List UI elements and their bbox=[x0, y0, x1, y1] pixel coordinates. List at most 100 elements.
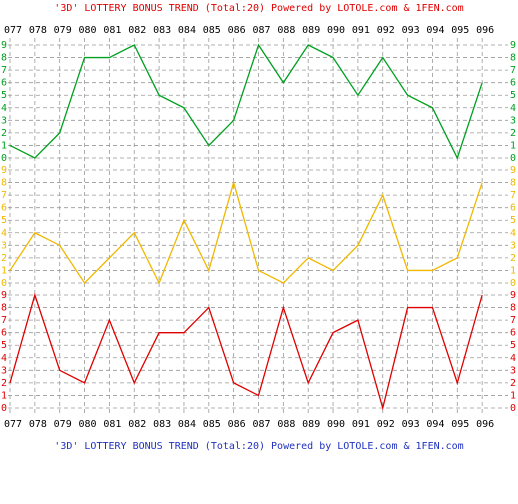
y-tick-label: 7 bbox=[510, 315, 516, 326]
x-tick-label: 092 bbox=[377, 419, 395, 430]
x-tick-label: 084 bbox=[178, 25, 196, 36]
x-tick-label: 087 bbox=[252, 419, 270, 430]
x-tick-label: 092 bbox=[377, 25, 395, 36]
y-tick-label: 5 bbox=[1, 340, 7, 351]
x-tick-label: 078 bbox=[29, 419, 47, 430]
y-tick-label: 0 bbox=[510, 278, 516, 289]
y-tick-label: 9 bbox=[510, 40, 516, 51]
y-tick-label: 5 bbox=[510, 215, 516, 226]
x-tick-label: 096 bbox=[476, 419, 494, 430]
y-tick-label: 8 bbox=[510, 303, 516, 314]
x-tick-label: 089 bbox=[302, 25, 320, 36]
x-tick-label: 087 bbox=[252, 25, 270, 36]
x-tick-label: 081 bbox=[103, 419, 121, 430]
y-tick-label: 7 bbox=[510, 190, 516, 201]
x-tick-label: 088 bbox=[277, 25, 295, 36]
y-tick-label: 0 bbox=[510, 403, 516, 414]
x-tick-label: 091 bbox=[352, 25, 370, 36]
x-tick-label: 093 bbox=[402, 25, 420, 36]
x-tick-label: 091 bbox=[352, 419, 370, 430]
x-tick-label: 090 bbox=[327, 25, 345, 36]
y-tick-label: 0 bbox=[1, 153, 7, 164]
y-tick-label: 1 bbox=[510, 390, 516, 401]
x-tick-label: 086 bbox=[228, 419, 246, 430]
y-tick-label: 1 bbox=[1, 140, 7, 151]
x-tick-label: 085 bbox=[203, 419, 221, 430]
x-tick-label: 080 bbox=[79, 25, 97, 36]
y-tick-label: 0 bbox=[510, 153, 516, 164]
x-tick-label: 094 bbox=[426, 25, 444, 36]
y-tick-label: 4 bbox=[510, 103, 516, 114]
x-tick-label: 089 bbox=[302, 419, 320, 430]
y-tick-label: 4 bbox=[510, 228, 516, 239]
y-tick-label: 9 bbox=[1, 40, 7, 51]
x-tick-label: 085 bbox=[203, 25, 221, 36]
y-tick-label: 0 bbox=[1, 278, 7, 289]
y-tick-label: 6 bbox=[510, 203, 516, 214]
x-tick-label: 083 bbox=[153, 25, 171, 36]
y-tick-label: 8 bbox=[1, 303, 7, 314]
y-tick-label: 1 bbox=[510, 140, 516, 151]
x-tick-label: 095 bbox=[451, 25, 469, 36]
y-tick-label: 5 bbox=[1, 215, 7, 226]
y-tick-label: 1 bbox=[1, 265, 7, 276]
y-tick-label: 3 bbox=[1, 115, 7, 126]
x-tick-label: 077 bbox=[4, 25, 22, 36]
y-tick-label: 6 bbox=[1, 78, 7, 89]
y-tick-label: 2 bbox=[1, 128, 7, 139]
x-tick-label: 082 bbox=[128, 419, 146, 430]
x-tick-label: 082 bbox=[128, 25, 146, 36]
y-tick-label: 8 bbox=[1, 178, 7, 189]
y-tick-label: 5 bbox=[510, 90, 516, 101]
x-tick-label: 078 bbox=[29, 25, 47, 36]
y-tick-label: 7 bbox=[510, 65, 516, 76]
y-tick-label: 3 bbox=[510, 365, 516, 376]
x-tick-label: 086 bbox=[228, 25, 246, 36]
y-tick-label: 1 bbox=[510, 265, 516, 276]
trend-line bbox=[9, 180, 483, 285]
chart-footer-title: '3D' LOTTERY BONUS TREND (Total:20) Powe… bbox=[54, 441, 463, 452]
y-tick-label: 7 bbox=[1, 65, 7, 76]
y-tick-label: 9 bbox=[1, 165, 7, 176]
x-tick-label: 077 bbox=[4, 419, 22, 430]
x-tick-label: 081 bbox=[103, 25, 121, 36]
y-tick-label: 3 bbox=[510, 240, 516, 251]
y-tick-label: 6 bbox=[510, 328, 516, 339]
y-tick-label: 9 bbox=[510, 165, 516, 176]
y-tick-label: 8 bbox=[510, 178, 516, 189]
y-tick-label: 6 bbox=[1, 203, 7, 214]
y-tick-label: 7 bbox=[1, 190, 7, 201]
y-tick-label: 2 bbox=[1, 253, 7, 264]
y-tick-label: 1 bbox=[1, 390, 7, 401]
x-tick-label: 080 bbox=[79, 419, 97, 430]
trend-line bbox=[9, 43, 483, 160]
x-tick-label: 094 bbox=[426, 419, 444, 430]
x-tick-label: 096 bbox=[476, 25, 494, 36]
chart-title: '3D' LOTTERY BONUS TREND (Total:20) Powe… bbox=[54, 3, 463, 14]
y-tick-label: 2 bbox=[1, 378, 7, 389]
x-tick-label: 093 bbox=[402, 419, 420, 430]
y-tick-label: 8 bbox=[510, 53, 516, 64]
x-tick-label: 079 bbox=[54, 419, 72, 430]
x-tick-label: 090 bbox=[327, 419, 345, 430]
x-tick-label: 083 bbox=[153, 419, 171, 430]
y-tick-label: 3 bbox=[1, 365, 7, 376]
y-tick-label: 9 bbox=[1, 290, 7, 301]
x-tick-label: 084 bbox=[178, 419, 196, 430]
y-tick-label: 4 bbox=[510, 353, 516, 364]
y-tick-label: 3 bbox=[510, 115, 516, 126]
y-tick-label: 5 bbox=[1, 90, 7, 101]
y-tick-label: 9 bbox=[510, 290, 516, 301]
y-tick-label: 4 bbox=[1, 228, 7, 239]
x-tick-label: 095 bbox=[451, 419, 469, 430]
x-tick-label: 088 bbox=[277, 419, 295, 430]
y-tick-label: 2 bbox=[510, 128, 516, 139]
y-tick-label: 2 bbox=[510, 253, 516, 264]
y-tick-label: 6 bbox=[1, 328, 7, 339]
y-tick-label: 6 bbox=[510, 78, 516, 89]
y-tick-label: 4 bbox=[1, 353, 7, 364]
y-tick-label: 4 bbox=[1, 103, 7, 114]
y-tick-label: 7 bbox=[1, 315, 7, 326]
y-tick-label: 8 bbox=[1, 53, 7, 64]
